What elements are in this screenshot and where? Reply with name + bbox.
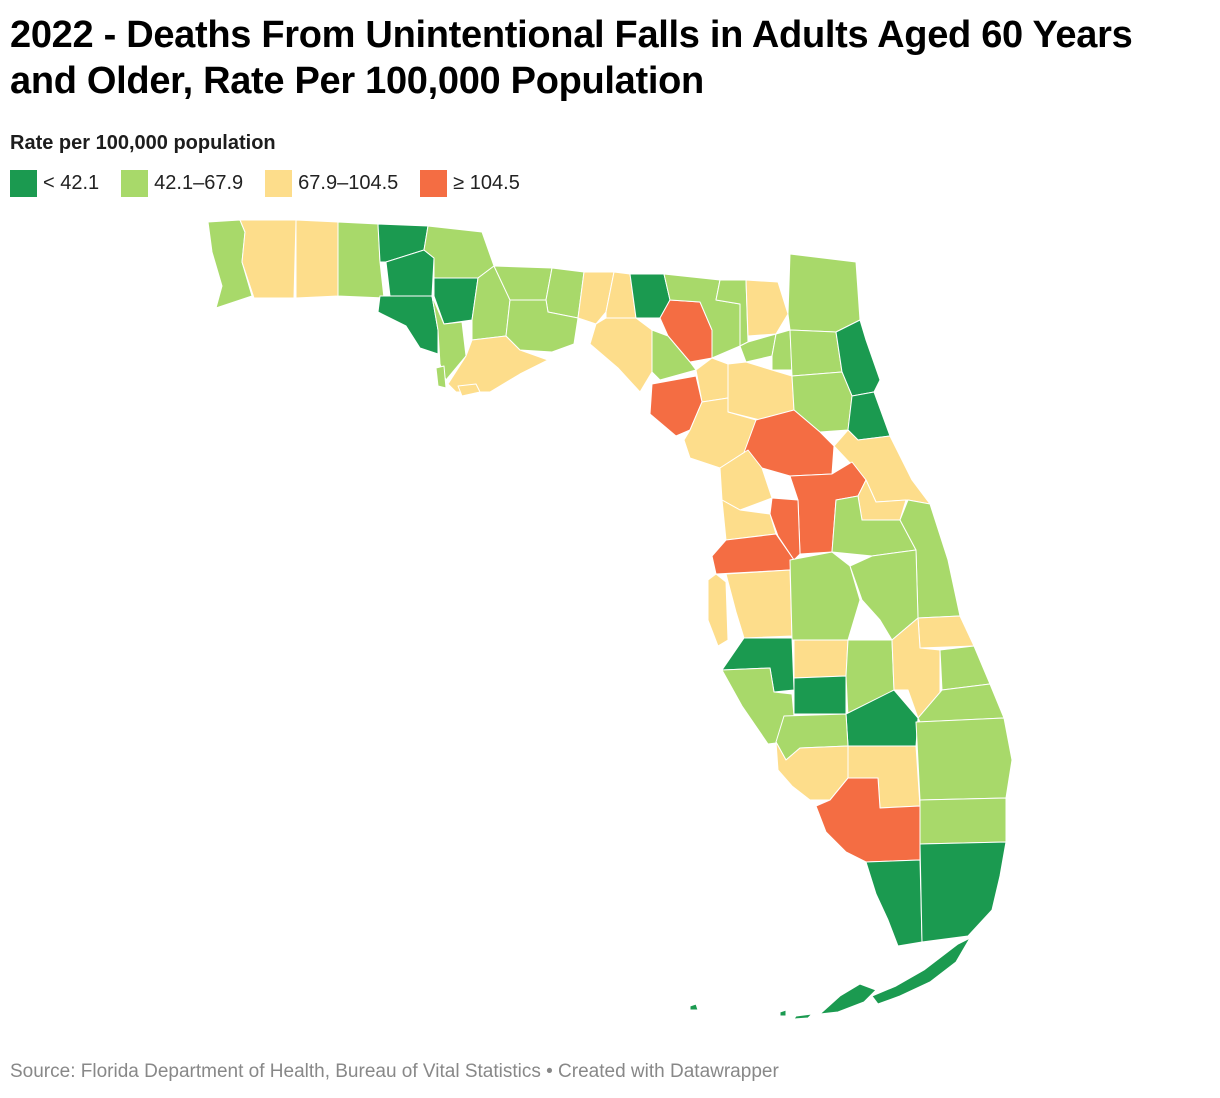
county-gulf[interactable] bbox=[431, 295, 467, 381]
county-washington[interactable] bbox=[385, 249, 435, 297]
legend-label: ≥ 104.5 bbox=[453, 172, 520, 194]
county-pinellas[interactable] bbox=[707, 573, 729, 647]
legend: < 42.1 42.1–67.9 67.9–104.5 ≥ 104.5 bbox=[10, 170, 520, 197]
legend-swatch bbox=[265, 170, 293, 197]
county-hernando[interactable] bbox=[721, 499, 777, 541]
county-monroe-keys[interactable] bbox=[871, 937, 971, 1005]
legend-swatch bbox=[420, 170, 448, 197]
county-clay[interactable] bbox=[789, 329, 843, 377]
county-okaloosa[interactable] bbox=[295, 219, 339, 299]
county-monroe-keys-tortugas[interactable] bbox=[689, 1003, 699, 1011]
county-dog-island[interactable] bbox=[457, 383, 481, 397]
county-franklin[interactable] bbox=[447, 335, 549, 393]
county-palm-beach[interactable] bbox=[915, 717, 1013, 801]
county-indian-river[interactable] bbox=[917, 615, 975, 649]
county-bradford[interactable] bbox=[771, 329, 793, 371]
county-alachua[interactable] bbox=[727, 361, 795, 421]
county-duval[interactable] bbox=[787, 253, 861, 333]
legend-item-gte-105: ≥ 104.5 bbox=[420, 170, 520, 197]
county-broward[interactable] bbox=[919, 797, 1007, 845]
county-wakulla[interactable] bbox=[505, 299, 579, 353]
county-monroe-keys-west[interactable] bbox=[793, 1013, 813, 1020]
chart-title: 2022 - Deaths From Unintentional Falls i… bbox=[10, 14, 1133, 102]
county-bay-peninsula[interactable] bbox=[435, 365, 447, 389]
county-hillsborough[interactable] bbox=[725, 569, 793, 639]
county-taylor[interactable] bbox=[589, 317, 653, 393]
legend-item-68-105: 67.9–104.5 bbox=[265, 170, 398, 197]
county-leon[interactable] bbox=[545, 267, 585, 319]
legend-label: 42.1–67.9 bbox=[154, 172, 244, 194]
county-jefferson[interactable] bbox=[577, 271, 615, 325]
county-hardee[interactable] bbox=[793, 639, 849, 679]
county-flagler[interactable] bbox=[847, 391, 891, 441]
county-bay[interactable] bbox=[377, 295, 439, 355]
county-miami-dade[interactable] bbox=[919, 841, 1007, 943]
county-monroe-mainland[interactable] bbox=[865, 859, 923, 947]
source-note: Source: Florida Department of Health, Bu… bbox=[10, 1061, 779, 1082]
legend-label: 67.9–104.5 bbox=[298, 172, 399, 194]
legend-title: Rate per 100,000 population bbox=[10, 132, 276, 154]
legend-swatch bbox=[121, 170, 149, 197]
county-jackson[interactable] bbox=[423, 225, 495, 279]
county-monroe-keys-islet[interactable] bbox=[779, 1009, 787, 1017]
legend-item-42-68: 42.1–67.9 bbox=[121, 170, 243, 197]
county-walton[interactable] bbox=[337, 221, 385, 299]
county-st-lucie[interactable] bbox=[939, 645, 991, 691]
legend-swatch bbox=[10, 170, 37, 197]
legend-item-lt-42: < 42.1 bbox=[10, 170, 99, 197]
county-nassau[interactable] bbox=[745, 279, 789, 337]
county-polk[interactable] bbox=[789, 551, 861, 641]
legend-label: < 42.1 bbox=[43, 172, 100, 194]
county-desoto[interactable] bbox=[793, 675, 847, 715]
county-monroe-keys-lower[interactable] bbox=[819, 983, 877, 1015]
